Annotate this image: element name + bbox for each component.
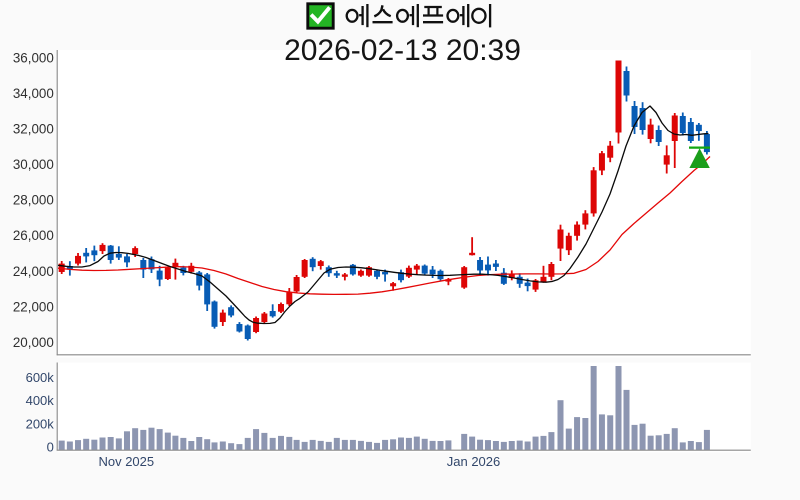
svg-text:32,000: 32,000 — [13, 122, 54, 137]
svg-text:22,000: 22,000 — [13, 299, 54, 314]
svg-text:200k: 200k — [26, 416, 55, 431]
svg-text:0: 0 — [47, 440, 54, 455]
svg-text:28,000: 28,000 — [13, 193, 54, 208]
svg-text:600k: 600k — [26, 370, 55, 385]
svg-text:Nov 2025: Nov 2025 — [98, 454, 154, 469]
svg-text:36,000: 36,000 — [13, 51, 54, 66]
svg-text:24,000: 24,000 — [13, 264, 54, 279]
svg-text:400k: 400k — [26, 393, 55, 408]
svg-text:20,000: 20,000 — [13, 335, 54, 350]
svg-text:30,000: 30,000 — [13, 157, 54, 172]
svg-text:34,000: 34,000 — [13, 86, 54, 101]
svg-text:Jan 2026: Jan 2026 — [447, 454, 501, 469]
svg-text:26,000: 26,000 — [13, 228, 54, 243]
svg-text:2026-02-13 20:39: 2026-02-13 20:39 — [284, 34, 521, 67]
